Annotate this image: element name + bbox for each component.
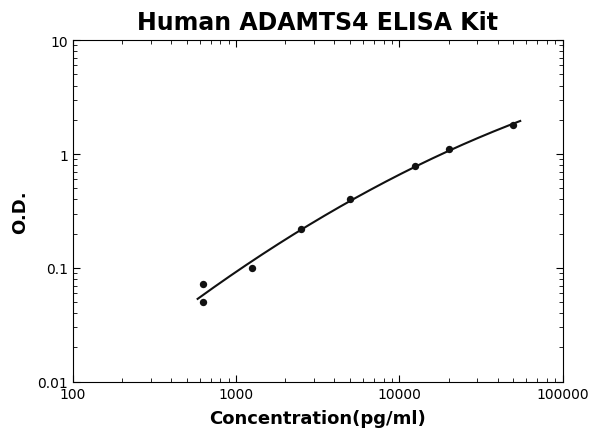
- Point: [509, 122, 518, 129]
- Point: [410, 163, 420, 170]
- Point: [198, 299, 208, 306]
- Point: [247, 265, 257, 272]
- Title: Human ADAMTS4 ELISA Kit: Human ADAMTS4 ELISA Kit: [137, 11, 499, 35]
- Point: [296, 226, 306, 233]
- Point: [444, 146, 454, 153]
- Y-axis label: O.D.: O.D.: [11, 190, 29, 233]
- Point: [346, 196, 355, 203]
- Point: [198, 281, 208, 288]
- X-axis label: Concentration(pg/ml): Concentration(pg/ml): [209, 409, 426, 427]
